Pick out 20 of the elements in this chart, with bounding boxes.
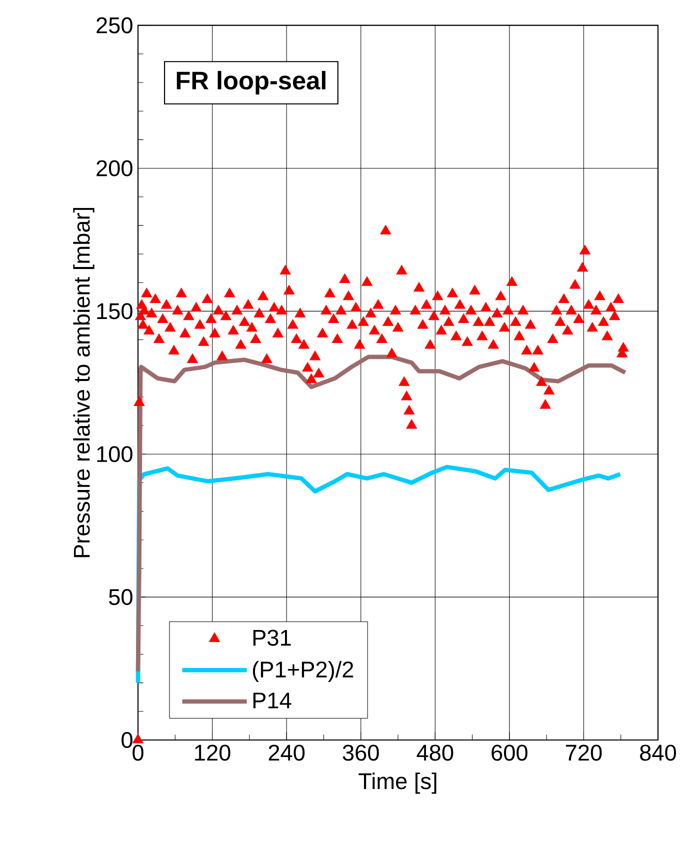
x-tick-label: 480 — [416, 744, 454, 761]
text: FR loop-seal — [176, 70, 326, 95]
x-tick-label: 360 — [342, 744, 379, 761]
legend-label: P31 — [253, 630, 291, 646]
legend-label: P14 — [253, 692, 292, 708]
y-tick-label: 0 — [122, 732, 132, 748]
x-tick-label: 600 — [492, 744, 528, 761]
x-tick-label: 720 — [566, 744, 602, 761]
y-tick-label: 200 — [96, 160, 132, 176]
y-tick-label: 150 — [97, 303, 132, 320]
x-tick-label: 240 — [268, 744, 305, 761]
y-tick-label: 50 — [108, 589, 132, 606]
y-tick-label: 250 — [96, 17, 132, 34]
x-tick-label: 0 — [132, 744, 144, 761]
legend-label: (P1+P2)/2 — [252, 660, 354, 682]
y-tick-label: 100 — [97, 446, 132, 462]
x-tick-label: 120 — [195, 744, 230, 761]
x-axis-title: Time [s] — [358, 772, 436, 794]
y-axis-title: Pressure relative to ambient [mbar] — [73, 208, 94, 558]
x-tick-label: 840 — [640, 744, 676, 761]
